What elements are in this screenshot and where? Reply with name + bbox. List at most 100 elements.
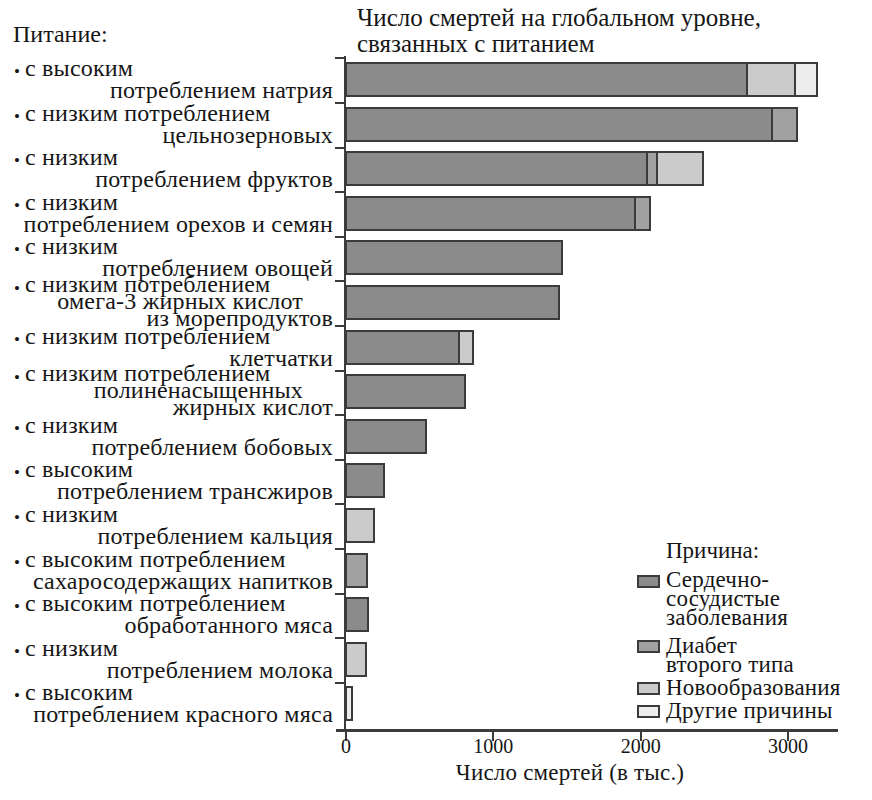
- x-axis-tick-label: 3000: [768, 735, 808, 758]
- category-label-line: •с низким: [8, 235, 338, 257]
- category-label-line: потреблением молока: [8, 659, 338, 681]
- category-label: •с высокимпотреблением красного мяса: [8, 681, 338, 725]
- bullet-icon: •: [14, 507, 20, 529]
- category-label: •с высоким потреблениемобработанного мяс…: [8, 592, 338, 636]
- category-label-line: •с низким: [8, 503, 338, 525]
- category-label-line: •с высоким потреблением: [8, 592, 338, 614]
- category-label: •с низкимпотреблением молока: [8, 637, 338, 681]
- category-label: •с низким потреблениемомега-3 жирных кис…: [8, 276, 338, 327]
- bar: [345, 508, 375, 543]
- y-axis-tick: [335, 593, 345, 595]
- bar-segment-diabetes: [771, 107, 798, 142]
- bar: [345, 642, 367, 677]
- bar-segment-diabetes: [634, 196, 651, 231]
- y-axis-tick: [335, 191, 345, 193]
- category-label-line: •с низким потреблением: [8, 325, 338, 347]
- bar-segment-cvd: [345, 285, 560, 320]
- bar-segment-other: [345, 686, 353, 721]
- bullet-icon: •: [14, 61, 20, 83]
- bullet-icon: •: [14, 150, 20, 172]
- category-label-line: •с низким потреблением: [8, 102, 338, 124]
- category-label-line: •с низким: [8, 146, 338, 168]
- bar-segment-cvd: [345, 240, 563, 275]
- y-axis-tick: [335, 325, 345, 327]
- bar: [345, 285, 560, 320]
- legend-label-neoplasms: Новообразования: [666, 678, 841, 697]
- category-label: •с низкимпотреблением орехов и семян: [8, 191, 338, 235]
- legend-swatch-cvd: [637, 575, 660, 588]
- bar-segment-neoplasms: [458, 330, 475, 365]
- bullet-icon: •: [14, 641, 20, 663]
- bar-segment-neoplasms: [656, 151, 704, 186]
- bar: [345, 419, 427, 454]
- bar: [345, 553, 368, 588]
- bar: [345, 240, 563, 275]
- bar-segment-cvd: [345, 196, 636, 231]
- legend-label-diabetes: Диабет второго типа: [666, 636, 794, 674]
- category-label-line: •с высоким: [8, 458, 338, 480]
- category-label-line: потреблением фруктов: [8, 168, 338, 190]
- bar: [345, 107, 798, 142]
- category-label-line: •с высоким потреблением: [8, 548, 338, 570]
- bar-segment-cvd: [345, 151, 648, 186]
- y-axis-tick: [335, 370, 345, 372]
- bar: [345, 330, 474, 365]
- category-label-line: потреблением орехов и семян: [8, 213, 338, 235]
- legend-swatch-neoplasms: [637, 682, 660, 695]
- bullet-icon: •: [14, 106, 20, 128]
- legend-title: Причина:: [666, 538, 759, 564]
- category-label-line: •с низким: [8, 191, 338, 213]
- y-axis-tick: [335, 682, 345, 684]
- y-axis-tick: [335, 102, 345, 104]
- bar-segment-cvd: [345, 107, 773, 142]
- legend-swatch-other: [637, 705, 660, 718]
- category-label-line: •с низким потреблением: [8, 276, 338, 293]
- category-label-line: цельнозерновых: [8, 124, 338, 146]
- legend-label-other: Другие причины: [666, 701, 833, 720]
- category-label: •с низкимпотреблением бобовых: [8, 414, 338, 458]
- category-label-line: потреблением трансжиров: [8, 480, 338, 502]
- bar-segment-cvd: [345, 374, 466, 409]
- bullet-icon: •: [14, 280, 20, 297]
- bullet-icon: •: [14, 239, 20, 261]
- bar: [345, 196, 651, 231]
- bar-segment-neoplasms: [746, 62, 797, 97]
- y-axis-tick: [335, 280, 345, 282]
- bar: [345, 597, 369, 632]
- y-axis-tick: [335, 147, 345, 149]
- category-label-line: •с высоким: [8, 57, 338, 79]
- category-label: •с высоким потреблениемсахаросодержащих …: [8, 548, 338, 592]
- category-label-line: потреблением кальция: [8, 525, 338, 547]
- bar-segment-diabetes: [345, 553, 368, 588]
- y-axis-tick: [335, 459, 345, 461]
- bullet-icon: •: [14, 369, 20, 386]
- bar-segment-other: [794, 62, 817, 97]
- bar-segment-neoplasms: [345, 508, 375, 543]
- y-axis-tick: [335, 236, 345, 238]
- bullet-icon: •: [14, 685, 20, 707]
- chart-title: Число смертей на глобальном уровне,связа…: [357, 5, 761, 57]
- y-axis-tick: [335, 503, 345, 505]
- category-label: •с высокимпотреблением натрия: [8, 57, 338, 101]
- category-label-line: •с низким: [8, 637, 338, 659]
- bar: [345, 62, 818, 97]
- x-axis-label: Число смертей (в тыс.): [400, 760, 740, 786]
- x-axis-tick-label: 1000: [473, 735, 513, 758]
- x-axis-line: [336, 729, 838, 732]
- bar: [345, 686, 353, 721]
- category-label-line: сахаросодержащих напитков: [8, 570, 338, 592]
- bar-segment-cvd: [345, 419, 427, 454]
- bar-segment-cvd: [345, 597, 369, 632]
- x-axis-tick-label: 2000: [621, 735, 661, 758]
- y-axis-tick: [335, 414, 345, 416]
- category-label: •с низким потреблениемполиненасыщенныхжи…: [8, 365, 338, 416]
- bar-segment-cvd: [345, 62, 748, 97]
- bar: [345, 374, 466, 409]
- y-axis-tick: [335, 548, 345, 550]
- bullet-icon: •: [14, 418, 20, 440]
- y-axis-tick: [335, 57, 345, 59]
- category-label: •с низким потреблениемцельнозерновых: [8, 102, 338, 146]
- legend-label-cvd: Сердечно- сосудистые заболевания: [666, 570, 788, 627]
- diet-header: Питание:: [13, 21, 108, 48]
- bar: [345, 463, 385, 498]
